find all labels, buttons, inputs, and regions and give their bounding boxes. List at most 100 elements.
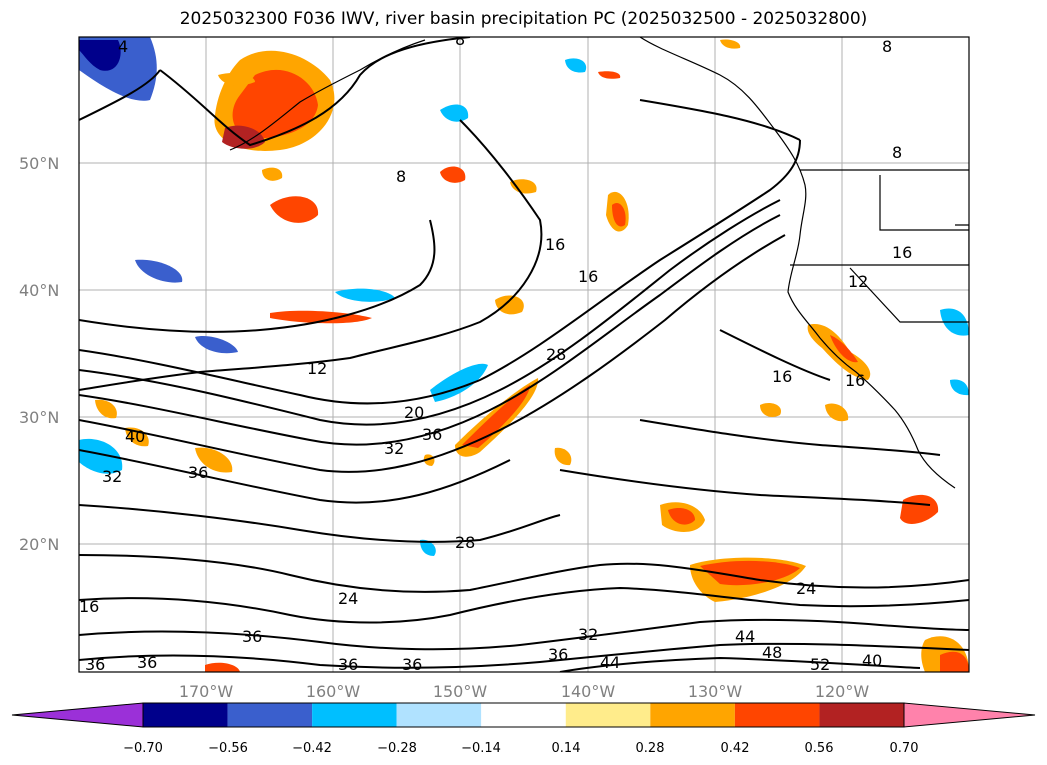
contour-label: 36: [242, 627, 262, 646]
shade-positive-3: [262, 167, 283, 181]
shade-positive-small-1: [218, 72, 255, 86]
contour-label: 16: [892, 243, 912, 262]
contour-label: 20: [404, 403, 424, 422]
shade-positive-ne-6: [598, 71, 621, 79]
contour-label: 36: [338, 655, 358, 674]
contour-labels: 4 8 8 8 16 16 12 12 16 16 20 28 32 36 40…: [79, 30, 912, 674]
colorbar-extend-low: [11, 702, 144, 728]
contour-label: 36: [85, 655, 105, 674]
contour-label: 16: [772, 367, 792, 386]
shade-positive-6-core: [612, 202, 626, 227]
shade-negative-sw-1: [420, 539, 436, 556]
colorbar-segment: [227, 703, 313, 727]
contour-label: 24: [796, 579, 816, 598]
lat-tick-label: 40°N: [19, 281, 59, 300]
shade-positive-8: [495, 295, 524, 315]
shade-positive-coast: [807, 324, 871, 380]
colorbar-tick-label: −0.56: [208, 741, 248, 756]
shade-positive-14: [760, 403, 781, 417]
lon-tick-label: 120°W: [815, 682, 870, 701]
shade-positive-aleutian-core: [232, 69, 318, 139]
colorbar-segment: [650, 703, 735, 727]
contour-label: 12: [848, 272, 868, 291]
contour-label: 4: [118, 37, 128, 56]
shade-positive-11-core: [668, 508, 695, 525]
colorbar-tick-label: −0.14: [461, 741, 501, 756]
contour-label: 32: [384, 439, 404, 458]
contour-label: 36: [188, 463, 208, 482]
colorbar-tick-label: 0.42: [721, 741, 750, 756]
colorbar-tick-labels: −0.70 −0.56 −0.42 −0.28 −0.14 0.14 0.28 …: [123, 741, 918, 756]
contour-label: 44: [600, 653, 620, 672]
shade-positive-coast-core: [830, 335, 858, 363]
contour-label: 40: [862, 651, 882, 670]
shade-positive-west-3: [195, 447, 233, 473]
lat-tick-label: 50°N: [19, 154, 59, 173]
shade-positive-west-1: [95, 399, 117, 419]
lon-tick-label: 150°W: [433, 682, 488, 701]
contour-label: 24: [338, 589, 358, 608]
contour-label: 16: [79, 597, 99, 616]
contour-label: 8: [455, 30, 465, 49]
lon-tick-label: 170°W: [179, 682, 234, 701]
shade-negative-ar-1: [430, 363, 488, 402]
contour-label: 16: [845, 371, 865, 390]
contour-label: 48: [762, 643, 782, 662]
contour-label: 28: [455, 533, 475, 552]
colorbar-frame: [142, 702, 905, 728]
colorbar-tick-label: 0.70: [890, 741, 919, 756]
contour-label: 36: [548, 645, 568, 664]
shade-positive-7: [270, 310, 372, 324]
shade-positive-se-core: [940, 651, 969, 672]
colorbar-segment: [396, 703, 482, 727]
colorbar-tick-label: 0.56: [805, 741, 834, 756]
shade-positive-15: [825, 403, 849, 422]
map-frame: [78, 36, 970, 673]
colorbar-extend-high: [903, 702, 1036, 728]
contour-label: 40: [125, 427, 145, 446]
shade-positive-13: [900, 494, 939, 524]
contour-label: 8: [882, 37, 892, 56]
shade-positive-south: [205, 662, 240, 672]
shade-negative-nw-core: [79, 40, 121, 71]
shade-negative-mid-3: [195, 336, 238, 354]
lon-tick-label: 140°W: [561, 682, 616, 701]
contour-label: 36: [422, 425, 442, 444]
contour-label: 36: [402, 655, 422, 674]
colorbar-segment: [819, 703, 904, 727]
colorbar-tick-label: 0.14: [552, 741, 581, 756]
iwv-contours: [79, 37, 969, 672]
shade-positive-ar-core: [462, 385, 530, 448]
shade-positive-12-core: [700, 560, 800, 586]
contour-label: 16: [545, 235, 565, 254]
contour-label: 16: [578, 267, 598, 286]
colorbar-segment: [734, 703, 820, 727]
map-title: 2025032300 F036 IWV, river basin precipi…: [179, 9, 868, 29]
colorbar-tick-label: −0.70: [123, 741, 163, 756]
shade-positive-5: [510, 179, 537, 194]
colorbar-segment: [481, 703, 566, 727]
contour-label: 8: [892, 143, 902, 162]
colorbar: [11, 702, 1036, 728]
shade-positive-2: [270, 196, 319, 223]
lon-tick-labels: 170°W 160°W 150°W 140°W 130°W 120°W: [179, 682, 870, 701]
shade-negative-ne-3: [440, 104, 469, 122]
lon-tick-label: 130°W: [688, 682, 743, 701]
colorbar-segment: [312, 703, 397, 727]
colorbar-tick-label: −0.42: [292, 741, 332, 756]
shade-negative-ne-2: [950, 379, 969, 396]
contour-label: 28: [546, 345, 566, 364]
colorbar-segment: [565, 703, 651, 727]
shade-negative-mid-1: [135, 259, 183, 283]
lat-tick-labels: 50°N 40°N 30°N 20°N: [19, 154, 59, 554]
contour-label: 32: [102, 467, 122, 486]
lon-tick-label: 160°W: [306, 682, 361, 701]
shade-positive-4: [440, 166, 466, 183]
contour-label: 52: [810, 655, 830, 674]
contour-label: 8: [396, 167, 406, 186]
contour-label: 44: [735, 627, 755, 646]
colorbar-tick-label: −0.28: [377, 741, 417, 756]
shade-positive-10: [554, 447, 572, 466]
colorbar-tick-label: 0.28: [636, 741, 665, 756]
shade-negative-mid-2: [335, 288, 395, 302]
